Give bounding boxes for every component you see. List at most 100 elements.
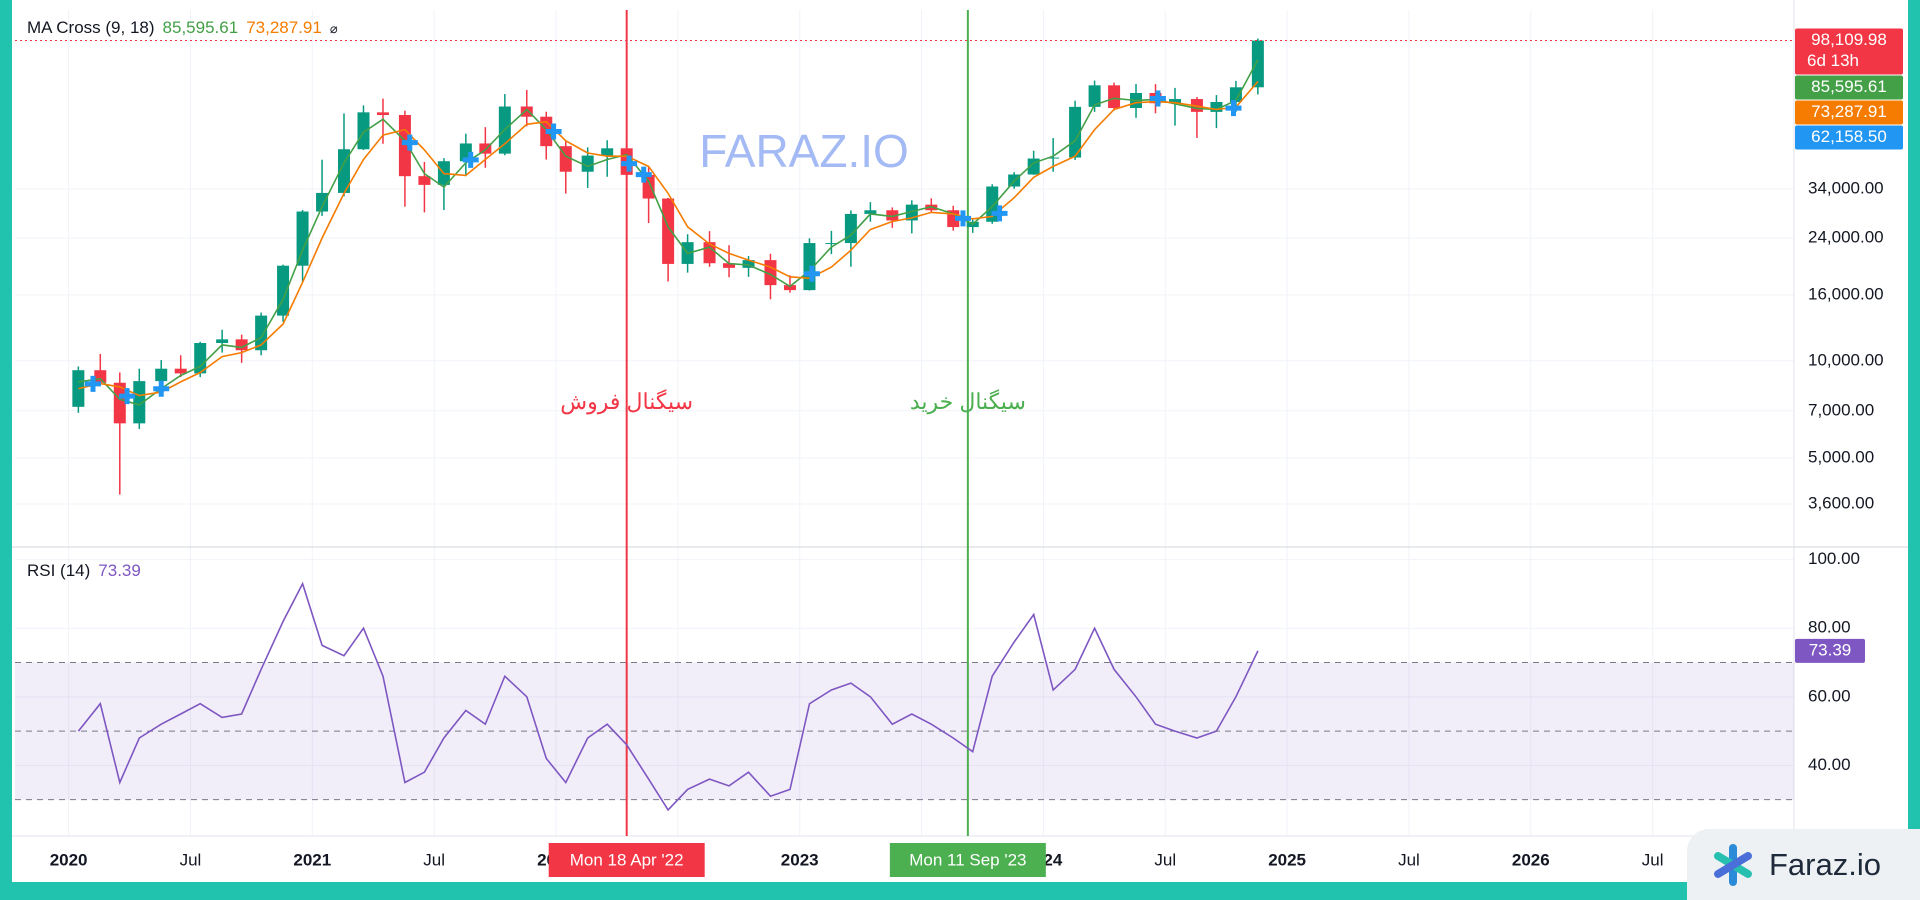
y-tick-label: 7,000.00 xyxy=(1808,400,1874,419)
signal-note: سیگنال خرید xyxy=(910,389,1026,415)
ma-price-label-bg xyxy=(1795,75,1903,100)
candle-body xyxy=(864,210,877,214)
ma-price-label: 85,595.61 xyxy=(1811,77,1887,96)
cross-marker xyxy=(545,123,562,140)
candle-body xyxy=(235,339,248,351)
candle-body xyxy=(337,149,350,193)
brand-badge[interactable]: Faraz.io xyxy=(1687,829,1920,900)
x-tick-label: 2021 xyxy=(293,850,331,869)
signal-date: Mon 18 Apr '22 xyxy=(570,850,684,869)
cross-price-label-bg xyxy=(1795,125,1903,150)
ma-line xyxy=(78,59,1259,406)
hide-icon[interactable]: ⌀ xyxy=(329,21,338,36)
x-tick-label: Jul xyxy=(1154,850,1176,869)
rsi-line xyxy=(77,581,1259,812)
signal-date-bg xyxy=(889,843,1046,877)
x-tick-label: Jul xyxy=(180,850,202,869)
candle-body xyxy=(1088,85,1101,107)
x-tick-label: 2020 xyxy=(50,850,88,869)
candle-body xyxy=(72,370,85,407)
y-tick-label: 3,600.00 xyxy=(1808,494,1874,513)
candle-body xyxy=(662,198,675,264)
cross-marker xyxy=(803,265,820,282)
rsi-legend: RSI (14) 73.39 xyxy=(27,561,141,581)
chart-background xyxy=(12,0,1908,882)
signal-date: Mon 11 Sep '23 xyxy=(909,850,1026,869)
cross-marker xyxy=(401,134,418,151)
rsi-value-label: 73.39 xyxy=(1809,640,1852,659)
candle-body xyxy=(1210,102,1223,112)
rsi-tick-label: 100.00 xyxy=(1808,549,1860,568)
cross-price-label: 62,158.50 xyxy=(1811,127,1887,146)
cross-marker xyxy=(119,388,136,405)
cross-marker xyxy=(84,375,101,392)
x-tick-label: 2023 xyxy=(781,850,819,869)
x-tick-label: Jul xyxy=(1398,850,1420,869)
cross-marker xyxy=(462,151,479,168)
last-price-bg xyxy=(1795,28,1903,75)
y-tick-label: 24,000.00 xyxy=(1808,227,1884,246)
countdown-label: 6d 13h xyxy=(1807,51,1859,70)
candle-body xyxy=(174,368,187,374)
candle-body xyxy=(94,370,107,383)
rsi-label: RSI (14) xyxy=(27,561,91,580)
ma-line xyxy=(78,80,1259,397)
candle-body xyxy=(1047,157,1060,159)
ma-legend: MA Cross (9, 18) 85,595.61 73,287.91 ⌀ xyxy=(27,18,338,38)
candle-body xyxy=(133,381,146,424)
candle-body xyxy=(886,210,899,221)
rsi-band xyxy=(15,662,1794,800)
cross-marker xyxy=(954,210,971,227)
ma-price-label: 73,287.91 xyxy=(1811,102,1887,121)
candle-body xyxy=(723,263,736,268)
candle-body xyxy=(376,112,389,115)
last-price-label: 98,109.98 xyxy=(1811,30,1887,49)
y-tick-label: 16,000.00 xyxy=(1808,284,1884,303)
candle-body xyxy=(1069,106,1082,158)
candle-body xyxy=(296,211,309,266)
cross-marker xyxy=(621,155,638,172)
candle-body xyxy=(1229,87,1242,103)
candle-body xyxy=(113,382,126,424)
candle-body xyxy=(783,285,796,291)
indicator-label: MA Cross (9, 18) xyxy=(27,18,155,37)
y-tick-label: 5,000.00 xyxy=(1808,447,1874,466)
cross-marker xyxy=(991,205,1008,222)
x-tick-label: Jul xyxy=(423,850,445,869)
y-tick-label: 10,000.00 xyxy=(1808,350,1884,369)
brand-logo xyxy=(1714,843,1752,886)
x-tick-label: 2026 xyxy=(1512,850,1550,869)
candle-body xyxy=(316,192,329,212)
ma-slow-value: 73,287.91 xyxy=(246,18,322,37)
rsi-tick-label: 40.00 xyxy=(1808,755,1851,774)
signal-date-bg xyxy=(548,843,705,877)
cross-marker xyxy=(635,166,652,183)
rsi-value-bg xyxy=(1795,638,1865,663)
candle-body xyxy=(194,343,207,374)
watermark: FARAZ.IO xyxy=(699,125,909,177)
candle-body xyxy=(1169,99,1182,104)
y-tick-label: 34,000.00 xyxy=(1808,179,1884,198)
candle-body xyxy=(581,155,594,172)
candle-body xyxy=(1251,40,1264,88)
ma-price-label-bg xyxy=(1795,100,1903,125)
candle-body xyxy=(601,148,614,156)
cross-marker xyxy=(153,380,170,397)
candle-body xyxy=(479,143,492,154)
candle-body xyxy=(844,213,857,244)
candle-body xyxy=(155,368,168,382)
rsi-tick-label: 60.00 xyxy=(1808,686,1851,705)
candle-body xyxy=(216,339,229,344)
x-tick-label: 2025 xyxy=(1268,850,1306,869)
cross-marker xyxy=(1149,90,1166,107)
cross-marker xyxy=(1225,100,1242,117)
candle-body xyxy=(418,176,431,185)
candle-body xyxy=(520,106,533,117)
candle-body xyxy=(825,243,838,245)
candle-body xyxy=(742,260,755,268)
candle-body xyxy=(1108,85,1121,109)
brand-name: Faraz.io xyxy=(1769,846,1881,882)
rsi-value: 73.39 xyxy=(98,561,141,580)
